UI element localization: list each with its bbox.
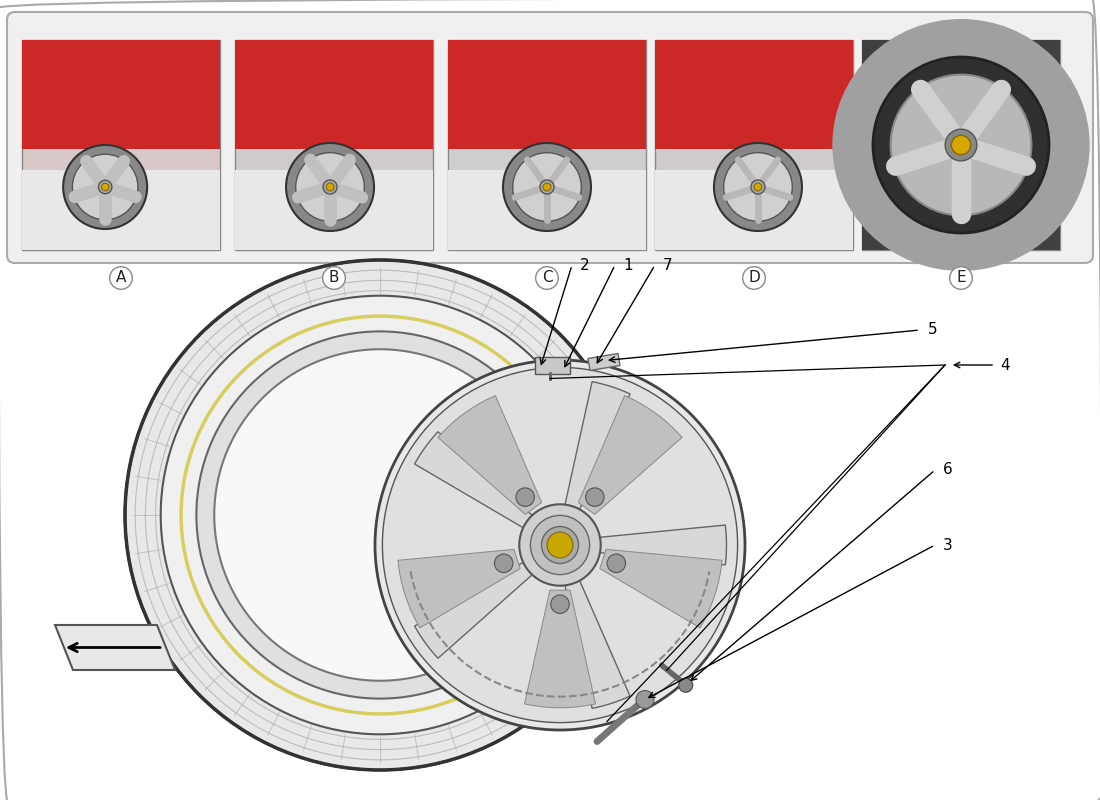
Circle shape	[547, 532, 573, 558]
Polygon shape	[579, 395, 682, 514]
Circle shape	[724, 153, 792, 222]
Polygon shape	[415, 432, 535, 530]
Circle shape	[98, 180, 112, 194]
Circle shape	[101, 183, 109, 190]
Circle shape	[551, 595, 570, 614]
Circle shape	[516, 488, 535, 506]
Polygon shape	[438, 395, 541, 514]
Bar	[862, 40, 1060, 250]
Circle shape	[714, 143, 802, 231]
Bar	[654, 40, 852, 149]
Circle shape	[952, 135, 970, 154]
Circle shape	[375, 360, 745, 730]
Circle shape	[679, 678, 693, 692]
Bar	[22, 40, 220, 250]
FancyBboxPatch shape	[22, 40, 220, 250]
Circle shape	[541, 526, 579, 563]
Text: D: D	[748, 270, 760, 286]
Text: EUROSPARES: EUROSPARES	[253, 433, 707, 607]
Bar	[654, 170, 852, 250]
Circle shape	[494, 554, 513, 573]
Polygon shape	[535, 357, 570, 374]
Text: 6: 6	[943, 462, 953, 478]
Polygon shape	[596, 525, 726, 565]
Polygon shape	[564, 578, 630, 708]
Circle shape	[214, 350, 546, 681]
Bar	[448, 40, 646, 250]
Circle shape	[73, 154, 138, 220]
FancyBboxPatch shape	[654, 40, 852, 250]
Polygon shape	[564, 382, 630, 513]
Text: A: A	[116, 270, 127, 286]
Circle shape	[503, 143, 591, 231]
Circle shape	[751, 180, 764, 194]
Polygon shape	[588, 354, 620, 370]
Text: 7: 7	[663, 258, 672, 273]
Text: 4: 4	[1000, 358, 1010, 373]
Circle shape	[585, 488, 604, 506]
Bar	[235, 40, 433, 149]
FancyBboxPatch shape	[235, 40, 433, 250]
Polygon shape	[398, 550, 520, 628]
Bar	[654, 40, 852, 250]
Circle shape	[530, 515, 590, 574]
FancyBboxPatch shape	[862, 40, 1060, 250]
Circle shape	[543, 183, 551, 191]
FancyBboxPatch shape	[7, 12, 1093, 263]
Circle shape	[945, 129, 977, 161]
Circle shape	[197, 331, 563, 698]
Circle shape	[326, 183, 334, 191]
Polygon shape	[415, 560, 535, 658]
Text: B: B	[329, 270, 339, 286]
Polygon shape	[55, 625, 175, 670]
Bar	[235, 170, 433, 250]
Circle shape	[891, 74, 1032, 215]
Circle shape	[873, 57, 1049, 233]
Text: E: E	[956, 270, 966, 286]
FancyBboxPatch shape	[448, 40, 646, 250]
Circle shape	[125, 260, 635, 770]
Circle shape	[754, 183, 762, 191]
Circle shape	[323, 180, 337, 194]
Bar	[235, 40, 433, 250]
Text: a parts for people since 1969: a parts for people since 1969	[320, 572, 581, 658]
Polygon shape	[525, 590, 595, 708]
Circle shape	[383, 367, 738, 722]
Bar	[448, 40, 646, 149]
Bar	[22, 40, 220, 149]
Polygon shape	[600, 550, 722, 628]
Circle shape	[636, 690, 654, 709]
Circle shape	[540, 180, 554, 194]
Bar	[22, 170, 220, 250]
Bar	[448, 170, 646, 250]
Circle shape	[519, 504, 601, 586]
Circle shape	[286, 143, 374, 231]
Circle shape	[607, 554, 626, 573]
Text: 5: 5	[928, 322, 937, 338]
Ellipse shape	[833, 19, 1090, 271]
Text: C: C	[541, 270, 552, 286]
Circle shape	[513, 153, 581, 222]
Circle shape	[161, 296, 600, 734]
Circle shape	[63, 145, 147, 229]
Text: 3: 3	[943, 538, 953, 553]
Text: 1: 1	[623, 258, 632, 273]
Text: 2: 2	[580, 258, 590, 273]
Circle shape	[296, 153, 364, 222]
